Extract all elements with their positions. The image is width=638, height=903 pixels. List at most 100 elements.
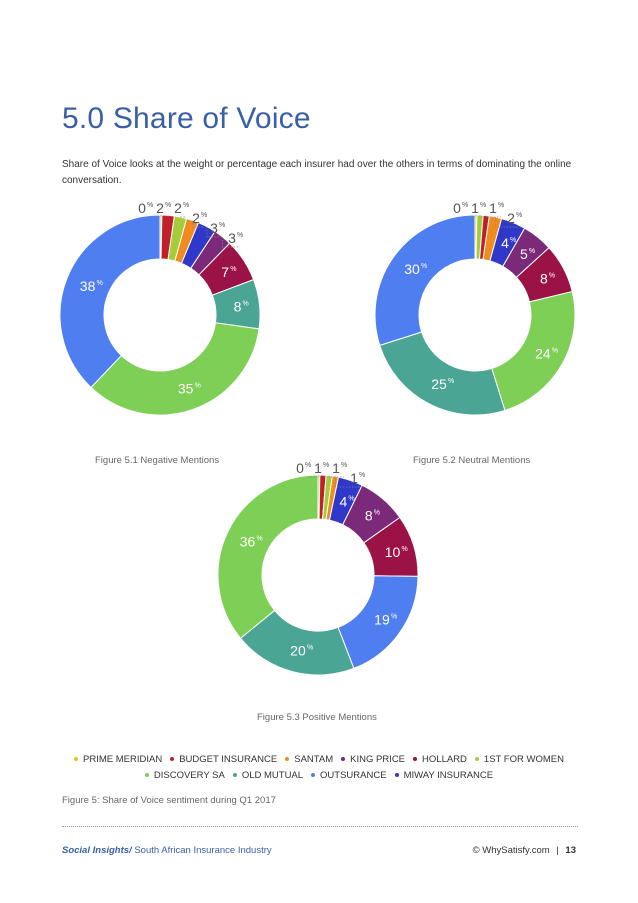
data-label: 1 [489, 200, 497, 216]
legend-swatch [341, 757, 346, 762]
leader-line [335, 476, 362, 488]
data-label: 8 [540, 270, 548, 286]
percent-sign: % [243, 300, 249, 307]
percent-sign: % [257, 536, 263, 543]
percent-sign: % [147, 202, 153, 209]
caption-positive: Figure 5.3 Positive Mentions [257, 712, 377, 723]
footer-separator: | [556, 845, 559, 856]
percent-sign: % [374, 510, 380, 517]
donut-slice [379, 331, 506, 416]
data-label: 0 [453, 200, 461, 216]
legend-swatch [74, 757, 79, 762]
figure-note: Figure 5: Share of Voice sentiment durin… [62, 795, 276, 806]
legend-label: OLD MUTUAL [241, 770, 304, 781]
leader-line [308, 475, 320, 478]
legend-swatch [144, 773, 149, 778]
footer-subject: South African Insurance Industry [131, 845, 272, 856]
legend-item: PRIME MERIDIAN [74, 752, 162, 768]
caption-neutral: Figure 5.2 Neutral Mentions [413, 455, 531, 466]
data-label: 5 [520, 246, 528, 262]
legend-label: KING PRICE [350, 754, 406, 765]
percent-sign: % [529, 248, 535, 255]
data-label: 0 [296, 460, 304, 476]
legend-label: OUTSURANCE [320, 770, 387, 781]
percent-sign: % [183, 202, 189, 209]
legend-label: DISCOVERY SA [153, 770, 225, 781]
data-label: 24 [535, 345, 551, 361]
donut-slice [491, 290, 576, 412]
leader-line [485, 215, 501, 218]
legend-item: 1ST FOR WOMEN [474, 752, 564, 768]
legend-item: MIWAY INSURANCE [394, 768, 494, 784]
percent-sign: % [348, 495, 354, 502]
data-label: 1 [471, 200, 479, 216]
percent-sign: % [552, 347, 558, 354]
data-label: 0 [138, 200, 146, 216]
data-label: 4 [340, 493, 348, 509]
data-label: 4 [501, 235, 509, 251]
percent-sign: % [402, 546, 408, 553]
leader-line [322, 475, 326, 478]
legend-swatch [232, 773, 237, 778]
footer-divider [62, 826, 578, 827]
data-label: 20 [290, 642, 306, 658]
data-label: 30 [404, 261, 420, 277]
intro-text: Share of Voice looks at the weight or pe… [62, 159, 572, 186]
chart-legend: PRIME MERIDIAN BUDGET INSURANCE SANTAM KING… [40, 752, 598, 784]
leader-line [479, 215, 483, 218]
legend-item: SANTAM [285, 752, 333, 768]
legend-swatch [311, 773, 316, 778]
legend-swatch [474, 757, 479, 762]
percent-sign: % [462, 202, 468, 209]
donut-slice [374, 214, 476, 346]
legend-label: MIWAY INSURANCE [403, 770, 494, 781]
footer-left: Social Insights/ South African Insurance… [62, 845, 272, 856]
percent-sign: % [516, 212, 522, 219]
percent-sign: % [341, 462, 347, 469]
percent-sign: % [421, 263, 427, 270]
legend-item: DISCOVERY SA [144, 768, 225, 784]
data-label: 36 [240, 534, 256, 550]
data-label: 3 [228, 230, 236, 246]
data-label: 7 [221, 264, 229, 280]
page-number: 13 [565, 845, 576, 856]
percent-sign: % [480, 202, 486, 209]
data-label: 10 [385, 544, 401, 560]
footer-right: © WhySatisfy.com | 13 [473, 845, 576, 856]
legend-label: HOLLARD [422, 754, 467, 765]
footer-copyright: © WhySatisfy.com [472, 845, 550, 856]
legend-item: BUDGET INSURANCE [170, 752, 277, 768]
percent-sign: % [448, 378, 454, 385]
percent-sign: % [307, 644, 313, 651]
leader-line [150, 215, 162, 218]
donut-slice [59, 214, 161, 389]
percent-sign: % [219, 222, 225, 229]
data-label: 2 [156, 200, 164, 216]
footer-brand: Social Insights/ [62, 845, 132, 856]
data-label: 1 [314, 460, 322, 476]
data-label: 19 [374, 612, 390, 628]
percent-sign: % [359, 472, 365, 479]
legend-swatch [285, 757, 290, 762]
percent-sign: % [305, 462, 311, 469]
legend-label: SANTAM [294, 754, 334, 765]
data-label: 38 [80, 278, 96, 294]
percent-sign: % [237, 232, 243, 239]
donut-chart-positive: 4 %8 %10 %19 %20 %36 %0% 1% 1 %1% [217, 460, 419, 676]
page-title: 5.0 Share of Voice [62, 102, 311, 135]
legend-label: BUDGET INSURANCE [179, 754, 278, 765]
legend-swatch [394, 773, 399, 778]
donut-slice [217, 474, 319, 639]
data-label: 8 [234, 298, 242, 314]
percent-sign: % [391, 614, 397, 621]
caption-negative: Figure 5.1 Negative Mentions [95, 455, 220, 466]
leader-line [328, 475, 344, 478]
legend-item: KING PRICE [341, 752, 405, 768]
data-label: 25 [431, 376, 447, 392]
leader-line [222, 237, 240, 248]
data-label: 2 [192, 210, 200, 226]
legend-item: OLD MUTUAL [232, 768, 304, 784]
donut-chart-neutral: 4 %5 %8 %24 %25 %30 %0% 1% 1 %2% [374, 200, 576, 416]
donut-chart-negative: 7 %8 %35 %38 %0% 2% 2 %2 %3 %3% [59, 200, 261, 416]
data-label: 2 [507, 210, 515, 226]
